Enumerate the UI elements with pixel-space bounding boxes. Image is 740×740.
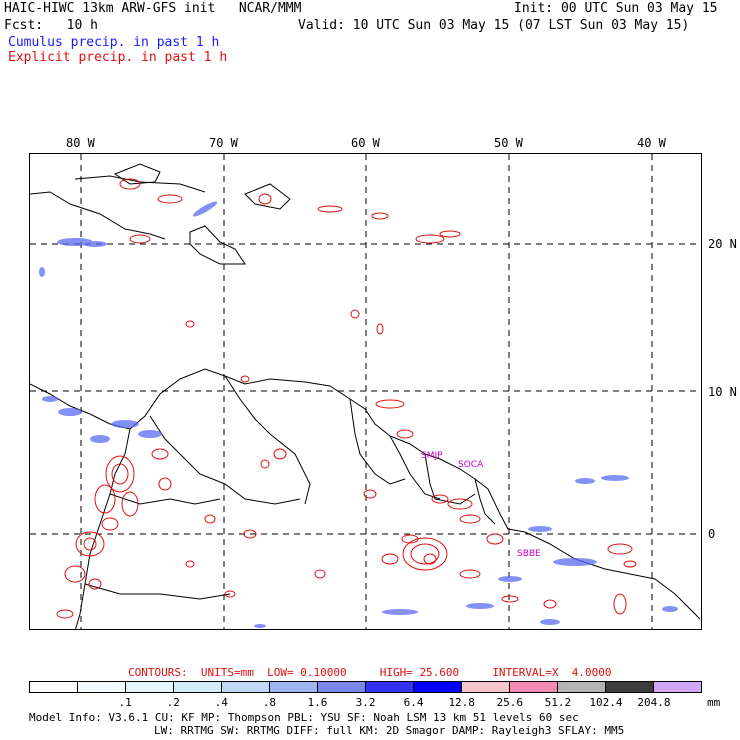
lon-label-40w: 40 W — [637, 136, 666, 150]
lat-label-20n: 20 N — [708, 237, 737, 251]
colorbar-tick-label: .4 — [214, 696, 228, 709]
cumulus-precip — [39, 201, 678, 628]
colorbar-cell — [558, 682, 606, 692]
legend-cumulus: Cumulus precip. in past 1 h — [8, 35, 220, 50]
precip-map — [29, 153, 702, 630]
model-title: HAIC-HIWC 13km ARW-GFS init NCAR/MMM — [4, 1, 302, 16]
lon-label-70w: 70 W — [209, 136, 238, 150]
colorbar-tick-label: 3.2 — [355, 696, 376, 709]
colorbar-tick-label: .2 — [166, 696, 180, 709]
colorbar-cell — [78, 682, 126, 692]
colorbar-cell — [222, 682, 270, 692]
colorbar-tick-label: 204.8 — [637, 696, 671, 709]
station-soca: SOCA — [458, 460, 484, 470]
explicit-precip — [56, 178, 637, 619]
colorbar-cell — [462, 682, 510, 692]
colorbar-cell — [30, 682, 78, 692]
colorbar-tick-label: 1.6 — [307, 696, 328, 709]
lon-label-80w: 80 W — [66, 136, 95, 150]
lon-label-50w: 50 W — [494, 136, 523, 150]
station-smjp: SMJP — [421, 451, 443, 461]
colorbar-tick-label: 25.6 — [496, 696, 524, 709]
lat-label-0: 0 — [708, 527, 716, 541]
footer-model-info: Model Info: V3.6.1 CU: KF MP: Thompson P… — [29, 711, 579, 724]
colorbar-cell — [366, 682, 414, 692]
colorbar-cell — [606, 682, 654, 692]
colorbar-cell — [270, 682, 318, 692]
colorbar-cell — [126, 682, 174, 692]
footer-physics-info: LW: RRTMG SW: RRTMG DIFF: full KM: 2D Sm… — [154, 724, 625, 737]
colorbar-tick-label: 12.8 — [448, 696, 475, 709]
colorbar-tick-label: 102.4 — [589, 696, 623, 709]
station-sbbe: SBBE — [517, 549, 541, 559]
colorbar-tick-label: 6.4 — [403, 696, 424, 709]
colorbar-tick-label: .8 — [262, 696, 276, 709]
colorbar-cell — [174, 682, 222, 692]
forecast-hour: Fcst: 10 h — [4, 18, 98, 33]
precip-colorbar — [29, 681, 702, 693]
contour-info: CONTOURS: UNITS=mm LOW= 0.10000 HIGH= 25… — [128, 666, 612, 679]
map-canvas — [30, 154, 701, 629]
colorbar-tick-label: 51.2 — [544, 696, 572, 709]
colorbar-cell — [414, 682, 462, 692]
valid-time: Valid: 10 UTC Sun 03 May 15 (07 LST Sun … — [298, 18, 690, 33]
legend-explicit: Explicit precip. in past 1 h — [8, 50, 228, 65]
colorbar-tick-label: .1 — [118, 696, 132, 709]
colorbar-unit: mm — [707, 696, 721, 709]
colorbar-cell — [510, 682, 558, 692]
colorbar-cell — [318, 682, 366, 692]
lat-lon-grid — [30, 154, 701, 629]
init-time: Init: 00 UTC Sun 03 May 15 — [514, 1, 718, 16]
colorbar-cell — [654, 682, 701, 692]
lon-label-60w: 60 W — [351, 136, 380, 150]
coastlines — [30, 163, 701, 629]
lat-label-10n: 10 N — [708, 385, 737, 399]
